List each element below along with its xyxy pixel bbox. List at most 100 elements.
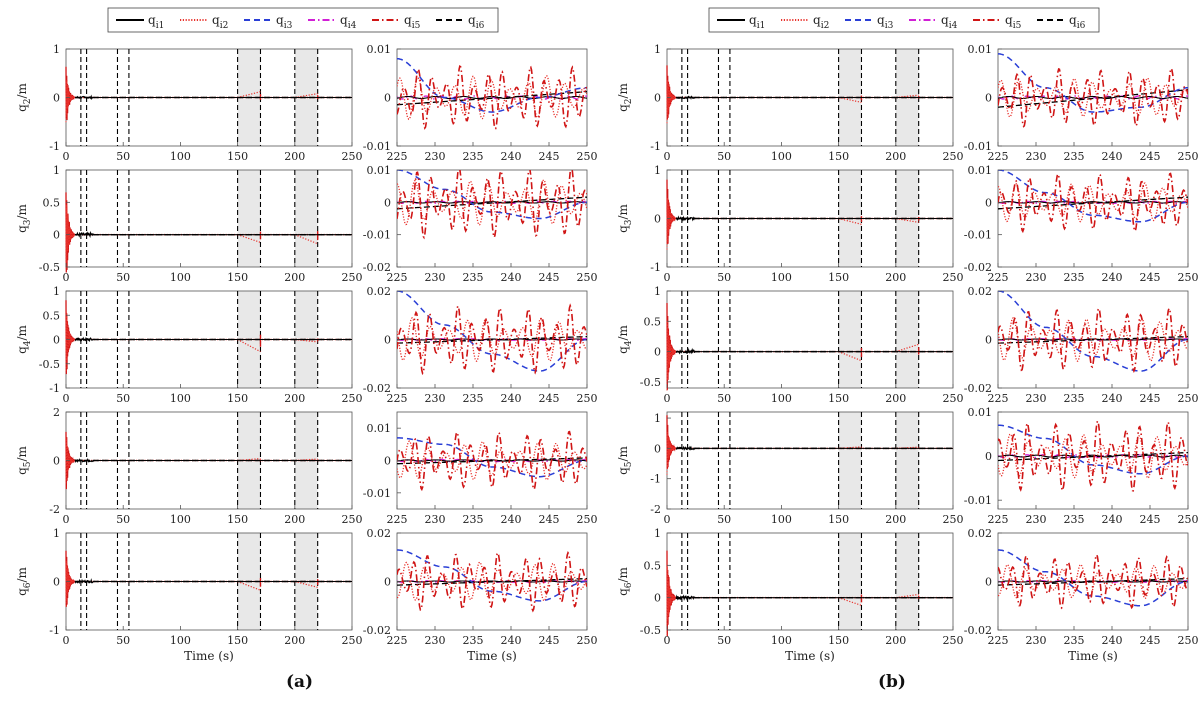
y-tick-label: 0 (654, 92, 661, 105)
zoom-plot-area (998, 53, 1188, 128)
series-q_i2-ramp (838, 217, 862, 225)
zoom-plot-area (397, 430, 587, 492)
x-tick-label: 230 (1026, 392, 1047, 405)
series-q_i6-zoom (397, 196, 587, 210)
x-tick-label: 250 (342, 271, 363, 284)
y-tick-label: 0.02 (968, 527, 993, 540)
y-tick-label: 0 (53, 229, 60, 242)
series-q_i2-ramp (838, 597, 862, 606)
axes-frame (997, 169, 1189, 268)
x-tick-label: 100 (771, 513, 792, 526)
x-tick-label: 200 (284, 150, 305, 163)
x-tick-label: 240 (501, 271, 522, 284)
x-tick-label: 250 (1178, 513, 1199, 526)
x-tick-label: 0 (63, 392, 70, 405)
x-tick-label: 250 (1178, 150, 1199, 163)
y-tick-label: -0.02 (363, 261, 391, 274)
series-q_i1-ripple (675, 215, 696, 222)
y-axis-label: q4/m (15, 324, 33, 353)
series-q_i1-zoom (397, 459, 587, 462)
x-tick-label: 245 (539, 271, 560, 284)
legend-box (107, 7, 499, 33)
y-tick-label: 0.5 (644, 315, 662, 328)
series-q_i2-zoom (397, 75, 587, 121)
x-tick-label: 225 (387, 392, 408, 405)
zoom-plot-area (998, 549, 1188, 610)
y-axis-label: q2/m (616, 82, 634, 111)
y-tick-label: -2 (49, 503, 60, 516)
x-axis-label: Time (s) (467, 649, 517, 663)
series-q_i2-ramp (838, 351, 862, 362)
y-tick-label: -0.02 (363, 382, 391, 395)
x-tick-label: 50 (717, 392, 731, 405)
y-tick-label: -0.5 (39, 261, 60, 274)
y-tick-label: 1 (654, 164, 661, 177)
series-q_i2-transient (666, 431, 676, 475)
x-tick-label: 250 (943, 150, 964, 163)
series-q_i1-zoom (397, 338, 587, 341)
series-q_i2-ramp (895, 343, 919, 353)
y-tick-label: -0.02 (964, 382, 992, 395)
y-tick-label: 0 (384, 455, 391, 468)
x-tick-label: 0 (63, 271, 70, 284)
x-tick-label: 50 (116, 271, 130, 284)
y-tick-label: -0.02 (964, 261, 992, 274)
y-tick-label: 0 (384, 334, 391, 347)
x-tick-label: 245 (539, 150, 560, 163)
shaded-interval (838, 412, 862, 509)
y-tick-label: 0 (985, 576, 992, 589)
x-tick-label: 0 (63, 634, 70, 647)
x-tick-label: 150 (227, 634, 248, 647)
shaded-interval (838, 533, 862, 630)
y-tick-label: -0.02 (964, 624, 992, 637)
y-tick-label: 1 (53, 285, 60, 298)
x-tick-label: 100 (170, 271, 191, 284)
y-axis-label: q5/m (616, 445, 634, 474)
zoom-plot-area (998, 170, 1188, 234)
x-tick-label: 0 (63, 513, 70, 526)
y-tick-label: -0.01 (363, 487, 391, 500)
x-tick-label: 200 (885, 150, 906, 163)
y-tick-label: -1 (650, 140, 661, 153)
x-tick-label: 50 (116, 392, 130, 405)
x-tick-label: 100 (771, 271, 792, 284)
y-axis-label: q5/m (15, 445, 33, 474)
x-tick-label: 200 (284, 392, 305, 405)
y-tick-label: 0.02 (367, 527, 392, 540)
x-tick-label: 230 (425, 271, 446, 284)
y-tick-label: 0.01 (968, 406, 993, 419)
y-tick-label: 0.01 (968, 164, 993, 177)
shaded-interval (838, 291, 862, 388)
y-tick-label: 0.02 (367, 285, 392, 298)
shaded-interval (237, 170, 261, 267)
series-q_i2-transient (666, 79, 676, 124)
series-q_i2-ramp (237, 234, 261, 243)
series-q_i2-transient (666, 320, 676, 391)
y-tick-label: 0.01 (367, 43, 392, 56)
y-tick-label: 1 (654, 285, 661, 298)
x-tick-label: 235 (463, 634, 484, 647)
x-tick-label: 250 (1178, 634, 1199, 647)
x-tick-label: 230 (425, 634, 446, 647)
series-q_i2-zoom (397, 317, 587, 362)
x-tick-label: 250 (577, 271, 598, 284)
y-tick-label: 0 (384, 92, 391, 105)
x-tick-label: 50 (717, 271, 731, 284)
x-tick-label: 240 (1102, 150, 1123, 163)
y-tick-label: -0.01 (363, 229, 391, 242)
x-tick-label: 50 (717, 150, 731, 163)
series-q_i3-zoom (397, 57, 587, 113)
y-tick-label: 0.01 (968, 43, 993, 56)
x-tick-label: 240 (501, 150, 522, 163)
legend-label-q_i2: qi2 (813, 13, 829, 31)
